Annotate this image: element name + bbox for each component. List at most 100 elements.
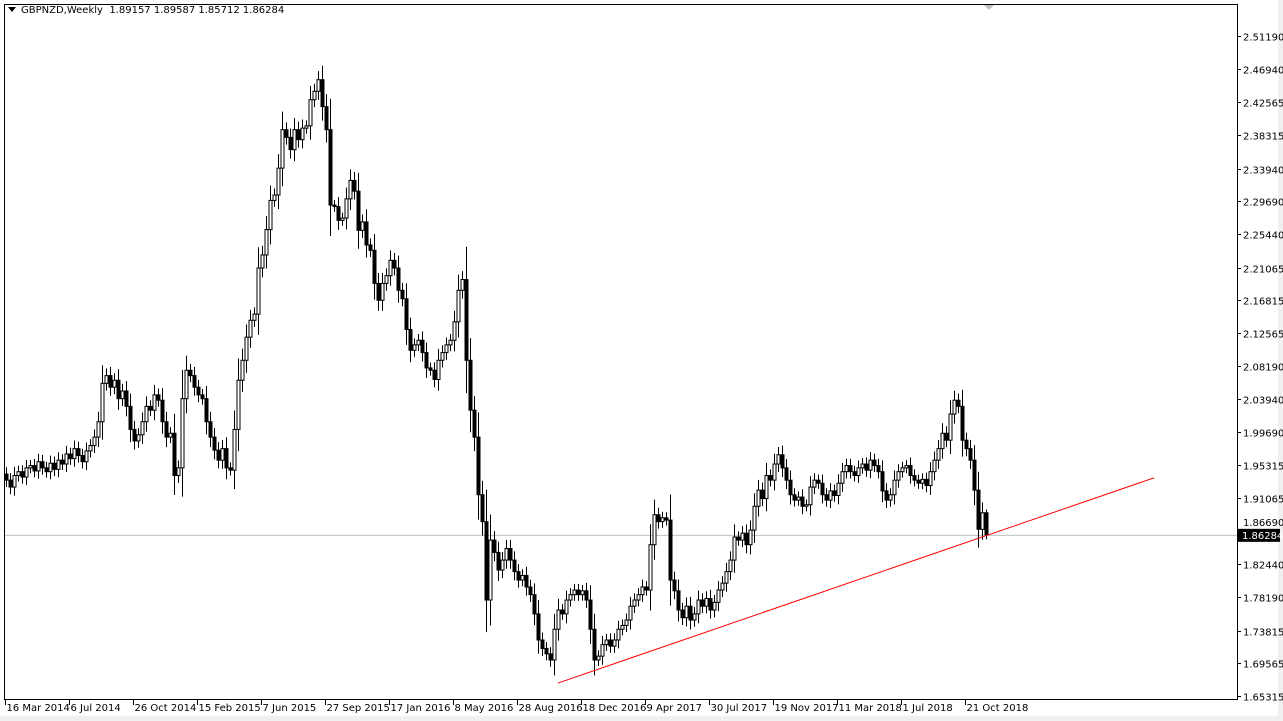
candle-body-bull: [344, 198, 349, 219]
candle: [448, 334, 453, 352]
x-tick-label: 17 Jan 2016: [391, 703, 451, 714]
y-tick-label: 2.03940: [1243, 396, 1283, 407]
candle: [44, 461, 49, 478]
candle-body-bull: [412, 344, 417, 351]
candle-body-bear: [916, 479, 921, 484]
candle: [492, 531, 497, 562]
price-axis: 2.51190 2.46940 2.42565 2.38315 2.33940 2.296…: [1237, 33, 1283, 704]
candle: [928, 462, 933, 495]
chart-shift-marker-icon[interactable]: [984, 5, 994, 10]
candle: [304, 120, 309, 134]
candle: [52, 456, 57, 477]
candle: [452, 310, 457, 352]
candle-body-bull: [720, 582, 725, 591]
candle-body-bull: [360, 221, 365, 231]
candle: [184, 355, 189, 414]
candle-body-bull: [568, 594, 573, 601]
candle-body-bear: [296, 129, 301, 141]
candle-body-bull: [440, 352, 445, 361]
candle: [436, 348, 441, 391]
candle-body-bull: [176, 467, 181, 477]
y-tick-label: 2.16815: [1243, 297, 1283, 308]
candle-body-bull: [952, 399, 957, 415]
candle-body-bear: [404, 298, 409, 331]
y-tick-label: 2.21065: [1243, 265, 1283, 276]
dropdown-triangle-icon[interactable]: [8, 7, 16, 12]
candle-body-bear: [784, 467, 789, 481]
candle-body-bear: [164, 421, 169, 438]
candle-body-bull: [312, 90, 317, 101]
candle: [64, 445, 69, 473]
right-strip: [1278, 0, 1283, 721]
candle: [348, 169, 353, 210]
candle-body-bear: [852, 471, 857, 477]
candle-body-bear: [516, 571, 521, 581]
candle-body-bull: [980, 512, 985, 530]
candle: [700, 593, 705, 613]
candle-body-bull: [56, 459, 61, 470]
candle-body-bull: [12, 475, 17, 488]
candle-body-bull: [388, 259, 393, 277]
candle: [608, 633, 613, 653]
candle-body-bear: [584, 590, 589, 601]
trendline[interactable]: [557, 477, 1155, 684]
candle: [912, 469, 917, 487]
plot-border: [4, 4, 1238, 700]
candle-body-bull: [704, 598, 709, 607]
candle-body-bear: [544, 647, 549, 655]
candle-body-bull: [624, 619, 629, 626]
candle: [28, 460, 33, 474]
candle-body-bull: [840, 471, 845, 484]
candle-body-bear: [352, 179, 357, 192]
candle: [408, 317, 413, 363]
candle-body-bear: [880, 471, 885, 492]
candle-body-bear: [4, 473, 9, 481]
candle-body-bull: [648, 544, 653, 591]
candle: [772, 453, 777, 491]
candle: [460, 271, 465, 299]
candle: [468, 338, 473, 433]
candle-body-bear: [52, 462, 57, 470]
candle-body-bear: [760, 489, 765, 500]
candle-body-bear: [468, 359, 473, 411]
candle: [596, 650, 601, 666]
candle-body-bear: [736, 536, 741, 541]
candle-body-bull: [504, 548, 509, 561]
candle-body-bull: [712, 601, 717, 611]
candle-body-bull: [632, 599, 637, 607]
candle: [744, 524, 749, 554]
candle-body-bull: [104, 375, 109, 384]
candle: [888, 488, 893, 507]
candle: [400, 282, 405, 307]
candle: [804, 499, 809, 512]
candle-body-bull: [28, 465, 33, 469]
candle: [88, 439, 93, 458]
candle: [824, 488, 829, 507]
candle-body-bear: [608, 639, 613, 647]
candle-body-bear: [148, 405, 153, 411]
candle-body-bull: [84, 450, 89, 463]
candle: [192, 366, 197, 396]
candle: [572, 583, 577, 601]
candle: [152, 384, 157, 421]
bottom-strip: [0, 716, 1283, 721]
candle-body-bull: [276, 167, 281, 196]
candle-body-bull: [900, 467, 905, 473]
current-price-label-bg: [1238, 528, 1280, 542]
candle-body-bear: [524, 574, 529, 588]
candle: [144, 396, 149, 432]
candles: [4, 65, 989, 676]
candle: [704, 591, 709, 614]
candle-body-bear: [976, 489, 981, 530]
y-tick-label: 1.91065: [1243, 495, 1283, 506]
chart-title: GBPNZD,Weekly 1.89157 1.89587 1.85712 1.…: [8, 5, 284, 16]
candle: [344, 187, 349, 230]
candle-body-bull: [240, 359, 245, 381]
candle-body-bull: [616, 628, 621, 641]
candle-body-bear: [40, 461, 45, 469]
candle-body-bull: [564, 599, 569, 615]
candle-body-bull: [556, 609, 561, 630]
candle-body-bear: [396, 267, 401, 291]
candle: [816, 474, 821, 489]
